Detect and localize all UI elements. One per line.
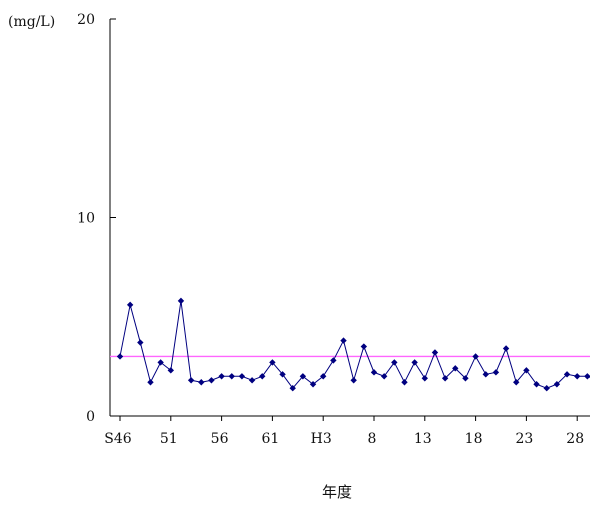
data-point: [116, 353, 124, 360]
data-point: [259, 373, 266, 380]
data-point: [279, 371, 286, 378]
x-tick-label: 28: [566, 431, 584, 447]
data-point: [370, 369, 378, 376]
x-tick-label: 56: [211, 431, 229, 447]
data-point: [431, 349, 439, 356]
y-tick-label: 20: [77, 12, 95, 28]
data-point: [553, 381, 561, 388]
data-point: [320, 373, 327, 380]
x-tick-label: S46: [104, 431, 131, 447]
data-point: [380, 373, 388, 380]
data-point: [269, 359, 276, 366]
data-point: [299, 373, 307, 380]
x-tick-label: H3: [311, 431, 332, 447]
unit-label: (mg/L): [8, 14, 55, 30]
data-point: [218, 373, 225, 380]
x-tick-label: 51: [160, 431, 178, 447]
data-point: [482, 371, 489, 378]
data-point: [147, 379, 154, 386]
data-point: [177, 297, 185, 305]
data-point: [472, 353, 479, 360]
labels-group: 0 10 20 S46 51 56 61 H3 8 13 18 23 28 (mg/L) 年度: [8, 12, 584, 501]
data-point: [492, 369, 500, 376]
x-tick-label: 23: [515, 431, 533, 447]
data-point: [462, 375, 469, 382]
series-line: [119, 300, 590, 390]
y-tick-label: 10: [77, 211, 95, 227]
data-point: [238, 373, 246, 380]
data-point: [137, 339, 144, 346]
data-point: [228, 373, 235, 380]
data-point: [543, 385, 550, 392]
data-point: [157, 359, 164, 366]
data-point: [198, 379, 205, 386]
data-point: [452, 365, 459, 372]
y-tick-label: 0: [86, 409, 95, 425]
data-point: [502, 345, 510, 352]
data-point: [126, 301, 134, 309]
data-point: [350, 377, 357, 384]
data-point: [360, 343, 368, 350]
data-point: [330, 357, 337, 364]
data-point: [208, 377, 215, 384]
data-point: [533, 381, 540, 388]
x-tick-label: 8: [368, 431, 377, 447]
axes: [109, 18, 590, 421]
data-point: [421, 375, 428, 382]
data-point: [523, 367, 530, 374]
data-point: [187, 377, 195, 384]
x-tick-label: 61: [261, 431, 279, 447]
data-point: [513, 379, 520, 386]
x-tick-label: 13: [414, 431, 432, 447]
data-point: [248, 377, 256, 384]
data-point: [584, 373, 590, 380]
x-tick-label: 18: [465, 431, 483, 447]
data-point: [289, 385, 296, 392]
x-axis-title: 年度: [322, 483, 352, 501]
data-point: [574, 373, 581, 380]
data-point: [401, 379, 408, 386]
data-point: [167, 367, 174, 374]
series-group: [116, 297, 590, 392]
data-point: [340, 337, 347, 344]
data-point: [391, 359, 398, 366]
data-point: [411, 359, 418, 366]
data-point: [309, 381, 317, 388]
data-point: [441, 375, 449, 382]
data-point: [563, 371, 571, 378]
